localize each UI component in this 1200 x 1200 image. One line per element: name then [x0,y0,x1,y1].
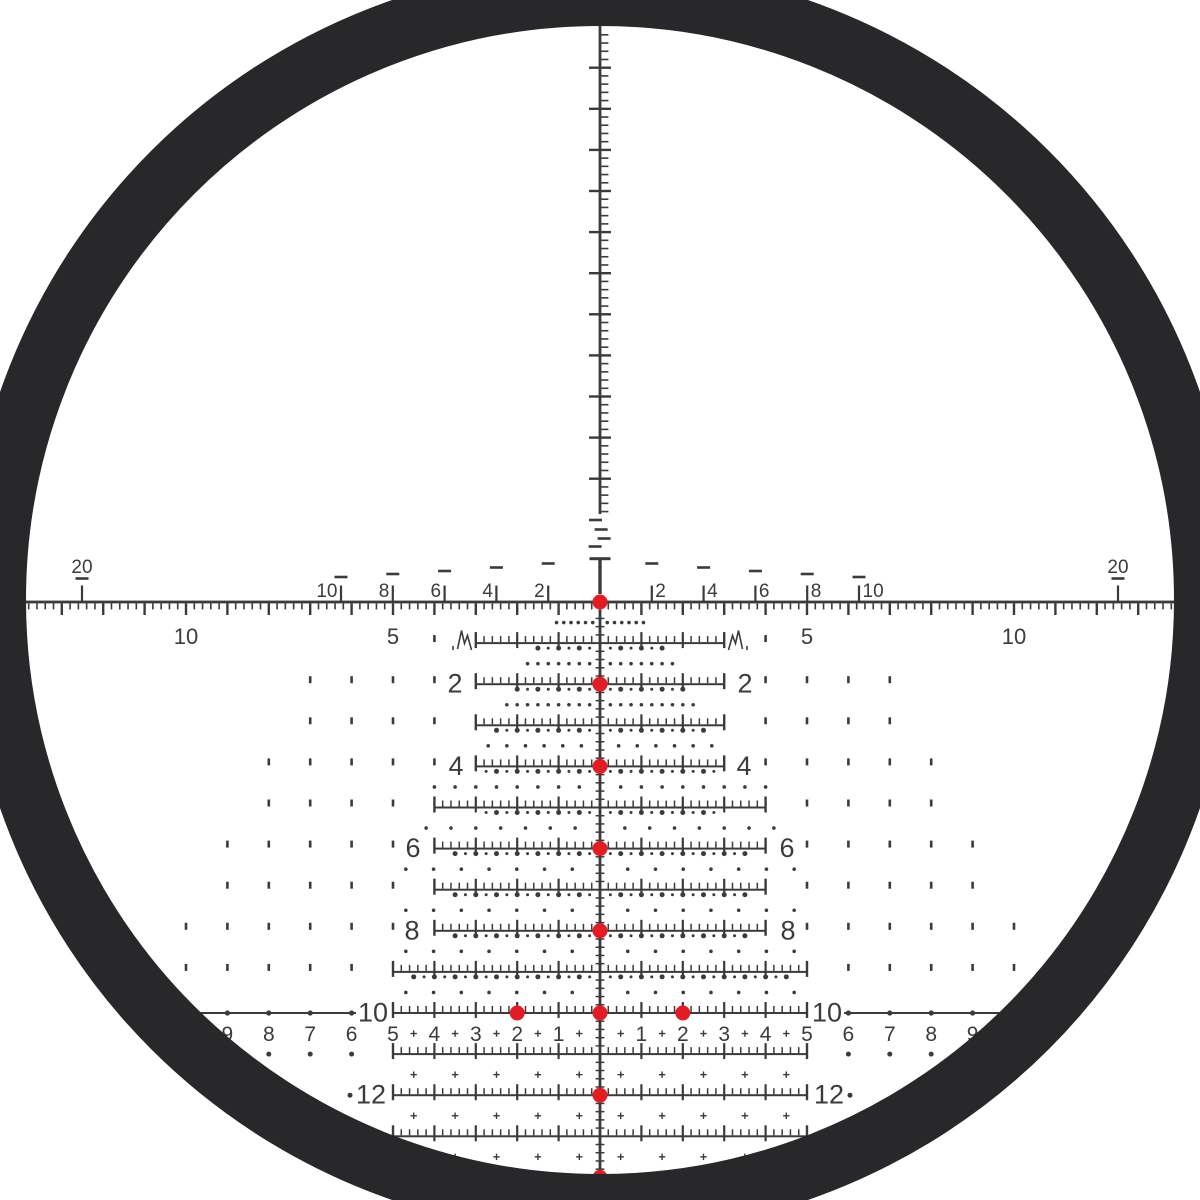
tree-label-right: 6 [779,833,794,863]
fine-scale-label-left: 2 [534,581,545,602]
tree-label-left: 6 [405,833,420,863]
wind-number-left: 2 [511,1023,523,1046]
fine-scale-label-right: 20 [1107,557,1128,578]
coarse-scale-label-right: 10 [1002,624,1026,649]
fine-scale-label-left: 20 [71,557,92,578]
tree-label-right: 12 [814,1080,844,1110]
tree-label-left: 8 [404,915,419,945]
wind-number-left: 8 [263,1023,275,1046]
tree-label-right: 2 [737,669,752,699]
illuminated-dot [592,1087,608,1103]
coarse-scale-label-right: 5 [801,624,813,649]
wind-number-left: 5 [387,1023,399,1046]
fine-scale-label-left: 6 [431,581,442,602]
illuminated-dot [592,923,608,939]
wind-number-left: 1 [553,1023,565,1046]
fine-scale-label-right: 4 [707,581,718,602]
bird-mark-icon [452,630,473,651]
illuminated-dot [592,676,608,692]
fine-scale-label-right: 2 [655,581,666,602]
illuminated-dot [592,1005,608,1021]
wind-number-right: 5 [801,1023,813,1046]
coarse-scale-label-left: 5 [387,624,399,649]
tree-label-left: 2 [447,669,462,699]
tree-label-left: 12 [356,1080,386,1110]
illuminated-dot [592,841,608,857]
wind-number-right: 3 [718,1023,730,1046]
wind-number-right: 9 [967,1023,979,1046]
wind-number-left: 3 [470,1023,482,1046]
illuminated-dot [592,594,608,610]
wind-number-right: 8 [925,1023,937,1046]
fine-scale-label-right: 10 [863,581,884,602]
tree-label-right: 4 [736,751,751,781]
illuminated-dot [675,1005,691,1021]
tree-label-left: 4 [448,751,463,781]
wind-number-right: 2 [677,1023,689,1046]
wind-number-right: 6 [843,1023,855,1046]
wind-number-right: 7 [884,1023,896,1046]
fine-scale-label-left: 8 [379,581,390,602]
bird-mark-icon [727,630,748,651]
illuminated-dot [509,1005,525,1021]
tree-label-left: 10 [358,998,388,1028]
wind-number-left: 7 [304,1023,316,1046]
fine-scale-label-left: 4 [482,581,493,602]
fine-scale-label-right: 6 [759,581,770,602]
fine-scale-label-left: 10 [316,581,337,602]
wind-number-left: 6 [346,1023,358,1046]
wind-number-right: 1 [636,1023,648,1046]
fine-scale-label-right: 8 [811,581,822,602]
tree-label-right: 10 [812,998,842,1028]
tree-label-right: 8 [780,915,795,945]
wind-number-right: 4 [760,1023,772,1046]
wind-number-left: 4 [429,1023,441,1046]
illuminated-dot [592,758,608,774]
wind-number-left: 9 [222,1023,234,1046]
coarse-scale-label-left: 10 [174,624,198,649]
